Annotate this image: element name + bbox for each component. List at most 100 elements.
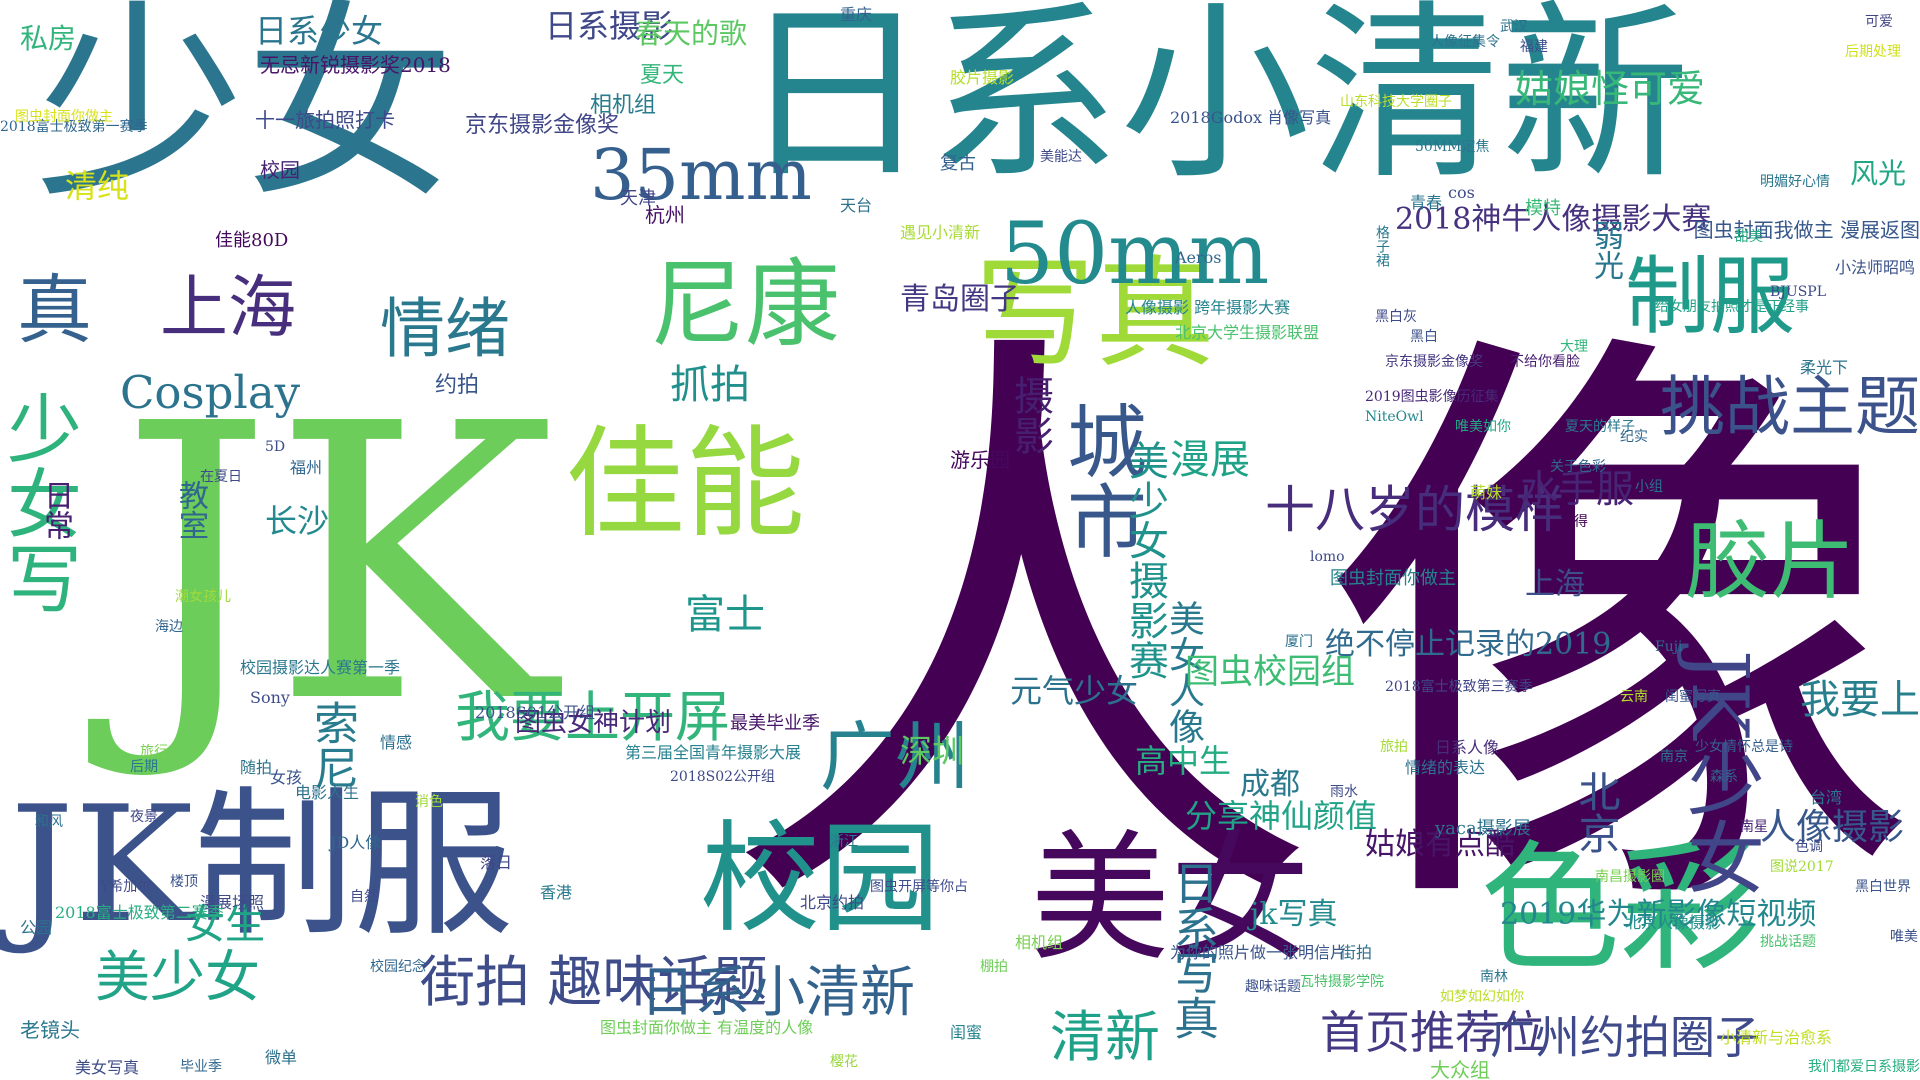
word-cloud-term: 大理 <box>1560 339 1588 355</box>
word-cloud-term: 挑战话题 <box>1760 934 1816 950</box>
word-cloud-term: 美少女摄影赛 <box>1122 440 1168 680</box>
word-cloud-term: 2019华为新影像短视频 <box>1500 897 1817 932</box>
word-cloud-term: 元气少女 <box>1010 672 1139 710</box>
word-cloud-term: 制服 <box>1625 248 1796 347</box>
word-cloud-term: 抓拍 <box>670 362 750 408</box>
word-cloud-term: JK少女 <box>1674 650 1764 896</box>
word-cloud-term: 50mm <box>1000 205 1270 304</box>
word-cloud-term: Aeros <box>1175 248 1222 267</box>
word-cloud-term: 写真 <box>975 245 1215 384</box>
word-cloud-term: 第三届全国青年摄影大展 <box>625 743 802 762</box>
word-cloud-term: 如梦如幻如你 <box>1440 989 1524 1005</box>
word-cloud-term: 黑白 <box>1410 329 1438 345</box>
word-cloud-term: lomo <box>1310 549 1345 565</box>
word-cloud-term: 无忌新锐摄影奖2018 <box>260 53 451 77</box>
word-cloud-term: 十一旅拍照打卡 <box>255 108 395 132</box>
word-cloud-term: 上海 <box>1525 567 1585 602</box>
word-cloud-term: 深圳 <box>900 732 965 770</box>
word-cloud-term: 美女 <box>1030 818 1311 981</box>
word-cloud-term: NiteOwl <box>1365 409 1424 425</box>
word-cloud-term: 少女 <box>35 0 456 227</box>
word-cloud-term: 旅拍 <box>1380 739 1408 755</box>
word-cloud-term: 微单 <box>265 1048 298 1067</box>
word-cloud-term: 为你的照片做一张明信片 <box>1170 943 1347 962</box>
word-cloud-term: 富士 <box>685 592 765 638</box>
word-cloud-term: 在夏日 <box>200 469 242 485</box>
word-cloud-term: 宾得 <box>1560 514 1588 530</box>
word-cloud-term: 唯美 <box>1890 929 1918 945</box>
word-cloud-term: 日系人像 <box>1435 738 1500 757</box>
word-cloud-term: Cosplay <box>120 366 301 419</box>
word-cloud-term: 北京大学生摄影联盟 <box>1175 323 1320 342</box>
word-cloud-term: 不给你看脸 <box>1510 354 1580 370</box>
word-cloud-term: yaca摄影展 <box>1435 818 1531 839</box>
word-cloud-term: 京东摄影金像奖 <box>465 113 620 138</box>
word-cloud-term: 色彩 <box>1480 828 1761 991</box>
word-cloud-term: 校园 <box>260 158 300 182</box>
word-cloud-term: 佳能 <box>565 415 805 554</box>
word-cloud-term: 人像 <box>720 285 1920 984</box>
word-cloud-term: 少女情怀总是诗 <box>1695 739 1793 755</box>
word-cloud-term: 清新 <box>1050 1005 1161 1069</box>
word-cloud-term: 厦门 <box>1285 634 1313 650</box>
word-cloud-term: JK <box>120 343 557 786</box>
word-cloud-term: 绝不停止记录的2019 <box>1325 627 1612 662</box>
word-cloud-term: 5D <box>265 439 286 455</box>
word-cloud-term: 萌妹 <box>1470 483 1503 502</box>
word-cloud-term: 闺蜜写真 <box>1665 689 1721 705</box>
word-cloud-term: 图虫开屏等你占 <box>870 879 968 895</box>
word-cloud-term: 唯美如你 <box>1455 419 1511 435</box>
word-cloud-term: 瓦特摄影学院 <box>1300 974 1384 990</box>
word-cloud-term: 香港 <box>540 883 573 902</box>
word-cloud-term: 雨水 <box>1330 784 1358 800</box>
word-cloud-term: JK制服 <box>10 771 514 958</box>
word-cloud-term: 可爱 <box>1865 14 1893 30</box>
word-cloud-term: 真 <box>4 270 92 345</box>
word-cloud-term: 相机组 <box>590 93 657 118</box>
word-cloud-term: Y希加尔 <box>100 879 152 895</box>
word-cloud-term: 老镜头 <box>20 1018 80 1042</box>
word-cloud-term: 北京 <box>1572 770 1621 854</box>
word-cloud-term: 广州 <box>820 713 971 801</box>
word-cloud-term: 落日 <box>480 853 513 872</box>
word-cloud-term: 南林 <box>1480 969 1508 985</box>
word-cloud-term: 清纯 <box>65 167 130 205</box>
word-cloud-term: 潮女孩儿 <box>175 589 231 605</box>
word-cloud-term: 日常 <box>38 480 73 540</box>
word-cloud-term: 棚拍 <box>980 959 1008 975</box>
word-cloud-term: 日系摄影 <box>545 7 674 45</box>
word-cloud-term: 图说2017 <box>1770 859 1834 875</box>
word-cloud-term: 和风 <box>35 814 63 830</box>
word-cloud-term: 姑娘怪可爱 <box>1515 67 1706 111</box>
word-cloud-term: 美能达 <box>1040 149 1082 165</box>
word-cloud-term: 杭州 <box>645 203 685 227</box>
word-cloud-term: 黑白灰 <box>1375 309 1417 325</box>
word-cloud-term: 夜景 <box>130 809 158 825</box>
word-cloud-term: 北京人像摄影 <box>1625 913 1722 932</box>
word-cloud-term: 趣味话题 <box>1245 979 1301 995</box>
word-cloud-term: 日系少女 <box>255 12 384 50</box>
word-cloud-term: 情感 <box>380 733 413 752</box>
word-cloud-term: 给女朋友拍照才是正经事 <box>1655 299 1809 315</box>
word-cloud-term: 福州 <box>290 458 323 477</box>
word-cloud-term: 2018神牛人像摄影大赛 <box>1395 202 1712 237</box>
word-cloud-term: 公园 <box>20 918 53 937</box>
word-cloud-term: 后期处理 <box>1845 44 1901 60</box>
word-cloud-term: 图虫封面你做主 <box>15 109 113 125</box>
word-cloud-term: 北京约拍 <box>800 893 865 912</box>
word-cloud-term: cos <box>1448 183 1475 202</box>
word-cloud-term: 图虫女神计划 <box>515 708 672 738</box>
word-cloud-term: 挑战主题 <box>1659 370 1920 445</box>
word-cloud-term: 最美毕业季 <box>730 713 820 734</box>
word-cloud-term: 旅行 <box>140 744 168 760</box>
word-cloud-term: 我要上开屏 <box>455 685 731 749</box>
word-cloud-term: 漫展场照 <box>200 893 265 912</box>
word-cloud-term: 街拍 <box>1340 943 1373 962</box>
word-cloud-term: 35mm <box>590 134 812 216</box>
word-cloud-term: 佳能80D <box>215 230 289 251</box>
word-cloud-term: 校园摄影达人赛第一季 <box>240 658 401 677</box>
word-cloud-term: 图虫校园组 <box>1185 652 1355 692</box>
word-cloud-term: 2018Godox 肖像写真 <box>1170 108 1332 127</box>
word-cloud-term: 我们都爱日系摄影 <box>1808 1059 1920 1075</box>
word-cloud-term: 台湾 <box>1810 788 1843 807</box>
